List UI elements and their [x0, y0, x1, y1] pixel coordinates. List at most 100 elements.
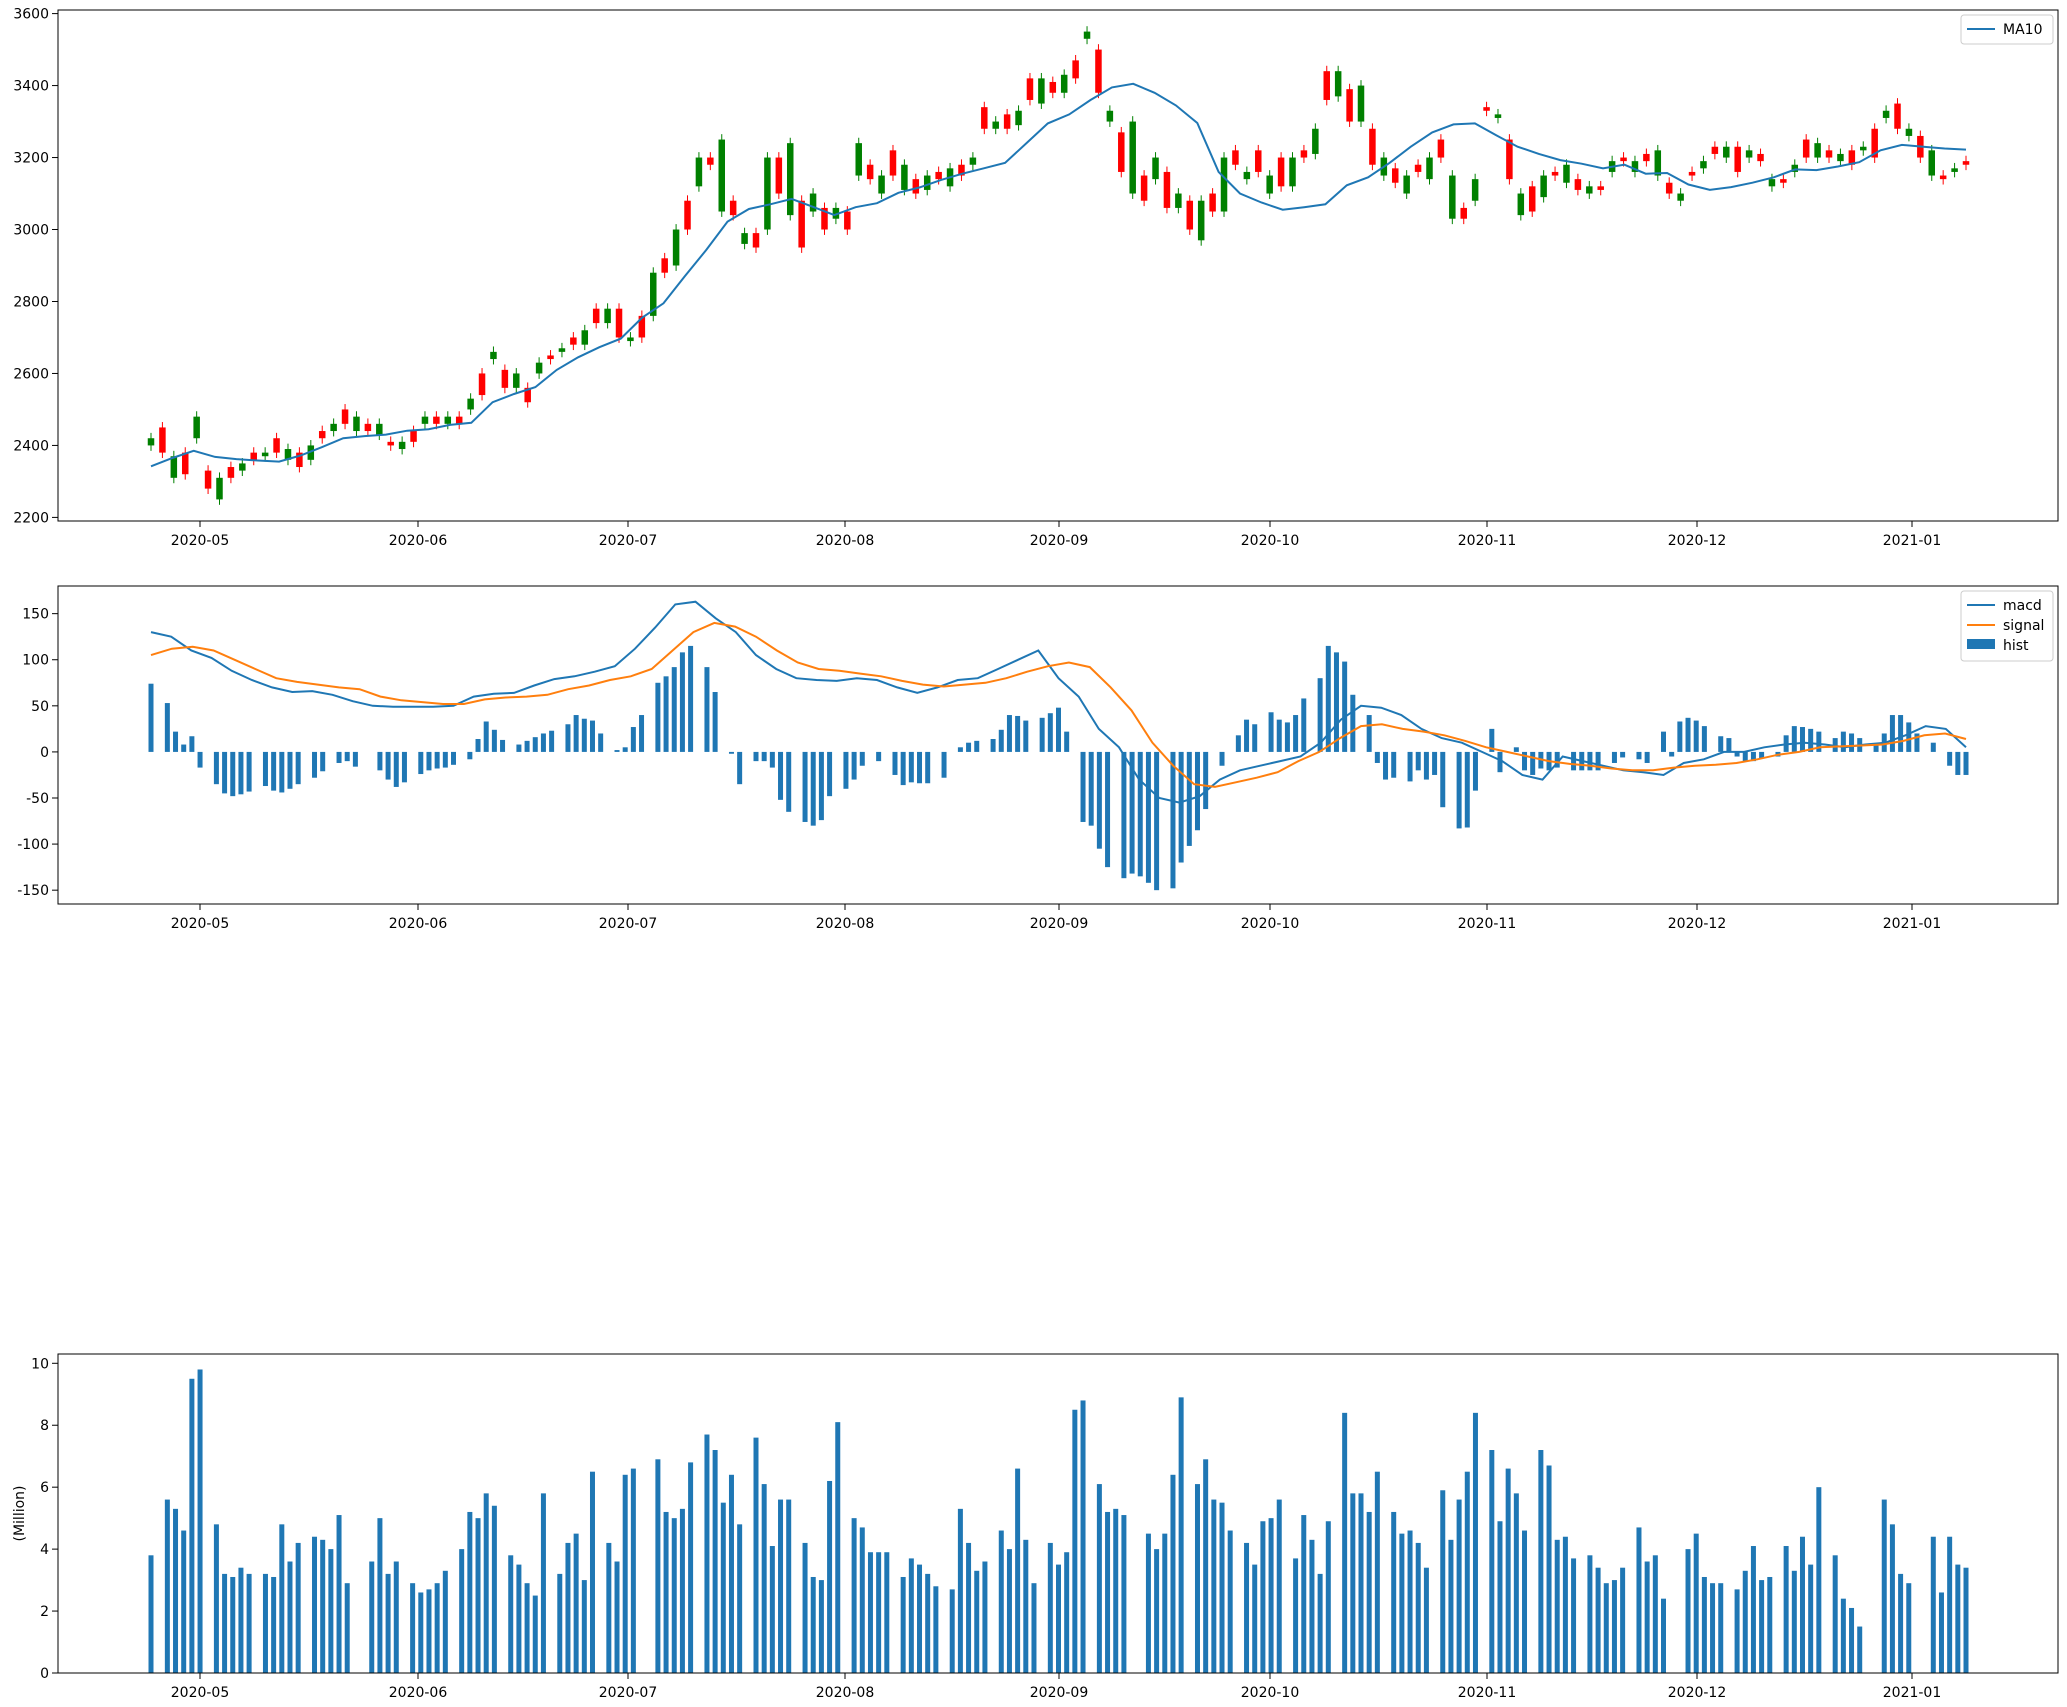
candle-body [1437, 139, 1445, 158]
y-tick-label: 2200 [13, 510, 49, 526]
candle-body [1277, 157, 1285, 187]
volume-bar [1301, 1515, 1307, 1673]
volume-bar [426, 1589, 432, 1673]
volume-bar [761, 1484, 767, 1673]
hist-bar [1047, 713, 1053, 752]
y-tick-label: 6 [40, 1480, 49, 1496]
volume-bar [1374, 1471, 1380, 1673]
hist-bar [1203, 751, 1209, 810]
candle-body [592, 308, 600, 324]
candle-body [1825, 150, 1833, 158]
volume-bar [1489, 1450, 1495, 1673]
volume-bar [859, 1527, 865, 1673]
hist-bar [1808, 728, 1814, 752]
candle-body [524, 387, 531, 403]
hist-bar [1252, 724, 1258, 752]
candle-body [1939, 175, 1947, 180]
volume-bar [222, 1573, 228, 1673]
candle-body [1049, 81, 1057, 93]
y-tick-label: 3200 [13, 151, 49, 167]
volume-bar [1031, 1583, 1037, 1673]
candle-body [1540, 175, 1547, 198]
hist-bar [1096, 751, 1102, 849]
hist-bar [941, 751, 947, 778]
hist-bar [1472, 751, 1478, 791]
volume-bar [1178, 1397, 1184, 1673]
candle-body [421, 416, 429, 424]
candle-body [1814, 143, 1821, 158]
hist-bar [1293, 715, 1299, 752]
volume-bar [1783, 1546, 1789, 1673]
hist-bar [990, 739, 996, 752]
candle-body [181, 452, 189, 475]
signal-line [150, 621, 1967, 788]
hist-bar [974, 740, 980, 752]
candle-body [455, 416, 463, 424]
x-tick-label: 2020-09 [1030, 1685, 1089, 1701]
candle-body [1551, 171, 1559, 176]
hist-bar [1595, 751, 1601, 771]
candle-body [284, 449, 292, 460]
hist-bar [925, 751, 931, 784]
volume-bar [671, 1518, 677, 1673]
volume-bar [1440, 1490, 1446, 1673]
volume-bar [1350, 1493, 1356, 1673]
y-tick-label: 4 [40, 1542, 49, 1558]
hist-bar [1333, 652, 1339, 752]
candles [147, 26, 1970, 505]
candle-body [627, 337, 634, 342]
volume-bar [287, 1561, 293, 1673]
volume-bar [1358, 1493, 1364, 1673]
hist-bar [1685, 717, 1691, 752]
hist-bar [1898, 715, 1904, 752]
volume-bar [1170, 1474, 1176, 1673]
volume-bars [148, 1369, 1969, 1673]
volume-bar [810, 1576, 816, 1673]
candle-body [844, 211, 851, 230]
hist-bar [728, 751, 734, 754]
macd-line [150, 600, 1967, 804]
volume-bar [900, 1576, 906, 1673]
hist-bar [876, 751, 882, 762]
volume-bar [1947, 1536, 1953, 1673]
hist-bar [1587, 751, 1593, 771]
x-tick-label: 2020-07 [599, 533, 658, 549]
hist-bar [1734, 751, 1740, 757]
volume-bar [573, 1533, 579, 1673]
candle-body [935, 171, 942, 180]
candle-body [1528, 186, 1536, 212]
volume-bar [1587, 1555, 1593, 1673]
candle-body [775, 157, 783, 194]
hist-bar [1726, 738, 1732, 752]
volume-bar [1816, 1487, 1822, 1673]
candle-body [1871, 128, 1878, 158]
candle-body [1129, 121, 1136, 194]
hist-bar [401, 751, 407, 783]
hist-bar [622, 747, 628, 752]
hist-bar [467, 751, 473, 760]
volume-bar [1105, 1511, 1111, 1673]
volume-bar [753, 1437, 759, 1673]
candle-body [958, 164, 965, 176]
hist-bar [753, 751, 759, 762]
volume-bar [1930, 1536, 1936, 1673]
hist-bar [573, 715, 579, 752]
candle-body [615, 308, 623, 338]
hist-bar [1522, 751, 1528, 771]
y-tick-label: 100 [22, 653, 49, 669]
hist-bar [1513, 747, 1519, 752]
candle-body [923, 175, 931, 190]
hist-bar [827, 751, 833, 797]
candle-body [1289, 157, 1296, 187]
candle-body [1677, 193, 1684, 201]
hist-bar [1849, 733, 1855, 752]
candle-body [809, 193, 817, 212]
y-tick-label: 3000 [13, 223, 49, 239]
hist-bar [1661, 731, 1666, 752]
x-tick-label: 2020-06 [389, 533, 448, 549]
volume-bar [786, 1499, 792, 1673]
y-tick-label: 0 [40, 1666, 49, 1682]
volume-bar [467, 1511, 473, 1673]
volume-bar [1554, 1539, 1560, 1673]
